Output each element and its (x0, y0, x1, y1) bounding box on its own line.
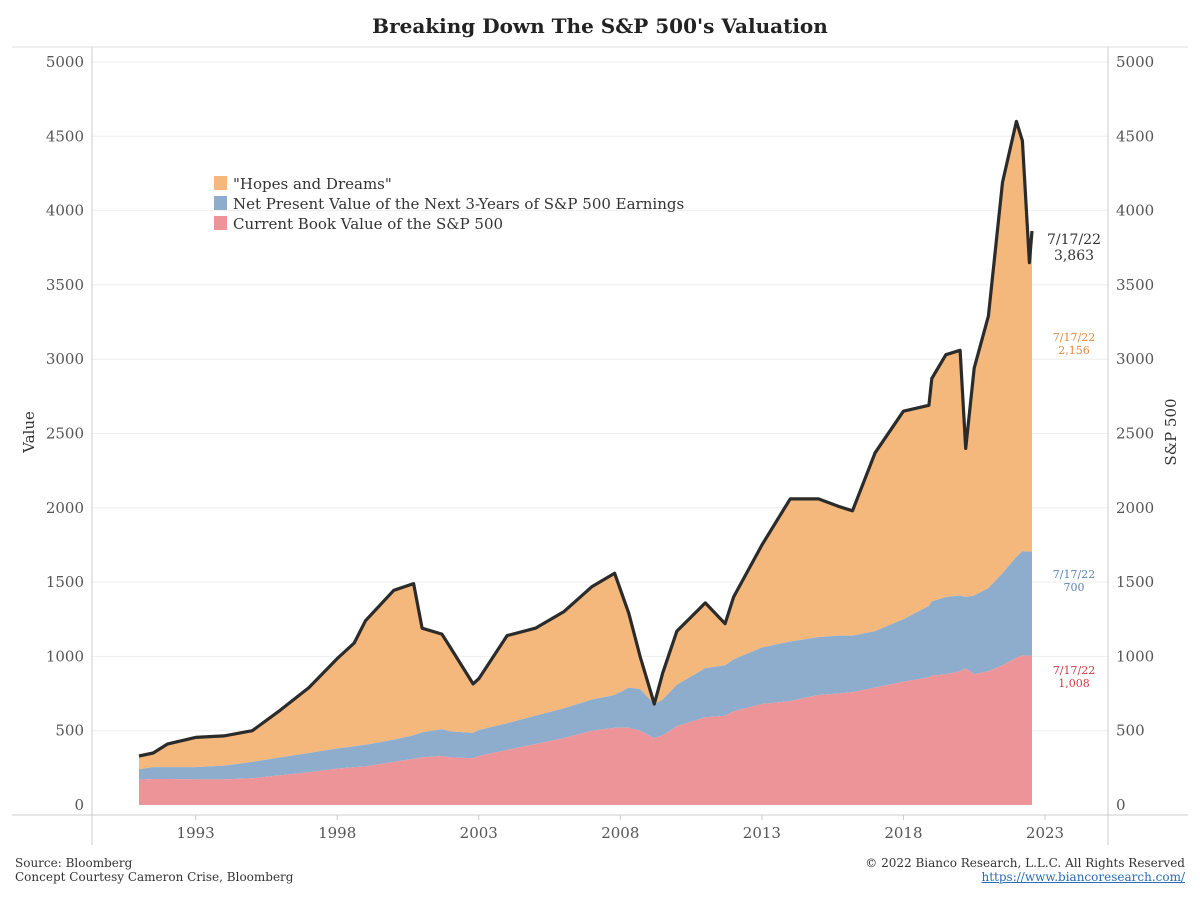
y-tick-right: 2000 (1116, 499, 1154, 517)
y-tick-left: 4500 (46, 127, 84, 145)
annotation-date-npv: 7/17/22 (1053, 568, 1095, 581)
legend-label: Current Book Value of the S&P 500 (233, 215, 503, 233)
y-tick-right: 2500 (1116, 425, 1154, 443)
y-tick-right: 5000 (1116, 53, 1154, 71)
legend: "Hopes and Dreams" Net Present Value of t… (214, 175, 684, 233)
x-tick-label: 2008 (601, 824, 639, 842)
website-link[interactable]: https://www.biancoresearch.com/ (981, 870, 1185, 884)
y-tick-right: 1000 (1116, 647, 1154, 665)
y-tick-left: 500 (55, 722, 84, 740)
y-tick-right: 3000 (1116, 350, 1154, 368)
annotation-date-book: 7/17/22 (1053, 664, 1095, 677)
y-tick-right: 0 (1116, 796, 1126, 814)
legend-label: Net Present Value of the Next 3-Years of… (233, 195, 684, 213)
y-tick-left: 5000 (46, 53, 84, 71)
x-tick-label: 1993 (177, 824, 215, 842)
y-axis-title-right: S&P 500 (1162, 398, 1180, 465)
book-area (139, 655, 1032, 805)
y-tick-right: 4500 (1116, 127, 1154, 145)
footer-right: © 2022 Bianco Research, L.L.C. All Right… (865, 856, 1185, 884)
annotation-value-hopes: 2,156 (1058, 344, 1090, 357)
area-layer (139, 121, 1032, 805)
annotation-date-sp500: 7/17/22 (1047, 232, 1101, 248)
x-tick-label: 2023 (1026, 824, 1064, 842)
copyright-note: © 2022 Bianco Research, L.L.C. All Right… (865, 856, 1185, 870)
concept-note: Concept Courtesy Cameron Crise, Bloomber… (15, 870, 294, 884)
sp500-line (138, 119, 1034, 758)
y-tick-right: 4000 (1116, 202, 1154, 220)
y-tick-left: 0 (74, 796, 84, 814)
axis-layer: 0 0 500 500 1000 1000 1500 1500 2000 2000 2500 2500… (12, 46, 1188, 845)
y-tick-left: 2000 (46, 499, 84, 517)
y-tick-left: 3500 (46, 276, 84, 294)
annotations: 7/17/223,8637/17/222,1567/17/227007/17/2… (1047, 232, 1101, 690)
y-tick-left: 3000 (46, 350, 84, 368)
annotation-value-npv: 700 (1064, 581, 1085, 594)
y-tick-right: 3500 (1116, 276, 1154, 294)
y-axis-title-left: Value (20, 411, 38, 454)
y-tick-left: 1000 (46, 647, 84, 665)
npv-area (139, 551, 1032, 780)
x-tick-label: 1998 (318, 824, 356, 842)
y-tick-left: 1500 (46, 573, 84, 591)
source-note: Source: Bloomberg (15, 856, 133, 870)
annotation-value-sp500: 3,863 (1054, 248, 1094, 264)
legend-swatch (214, 176, 227, 190)
legend-label: "Hopes and Dreams" (233, 175, 392, 193)
y-tick-left: 2500 (46, 425, 84, 443)
x-tick-label: 2018 (884, 824, 922, 842)
annotation-value-book: 1,008 (1058, 677, 1090, 690)
line-layer (138, 119, 1034, 758)
y-tick-right: 500 (1116, 722, 1145, 740)
chart-title: Breaking Down The S&P 500's Valuation (372, 14, 828, 38)
legend-swatch (214, 216, 227, 230)
footer-left: Source: Bloomberg Concept Courtesy Camer… (15, 856, 293, 884)
x-tick-label: 2003 (460, 824, 498, 842)
annotation-date-hopes: 7/17/22 (1053, 331, 1095, 344)
legend-swatch (214, 196, 227, 210)
x-tick-label: 2013 (743, 824, 781, 842)
y-tick-left: 4000 (46, 202, 84, 220)
hopes-area (139, 121, 1032, 770)
y-tick-right: 1500 (1116, 573, 1154, 591)
